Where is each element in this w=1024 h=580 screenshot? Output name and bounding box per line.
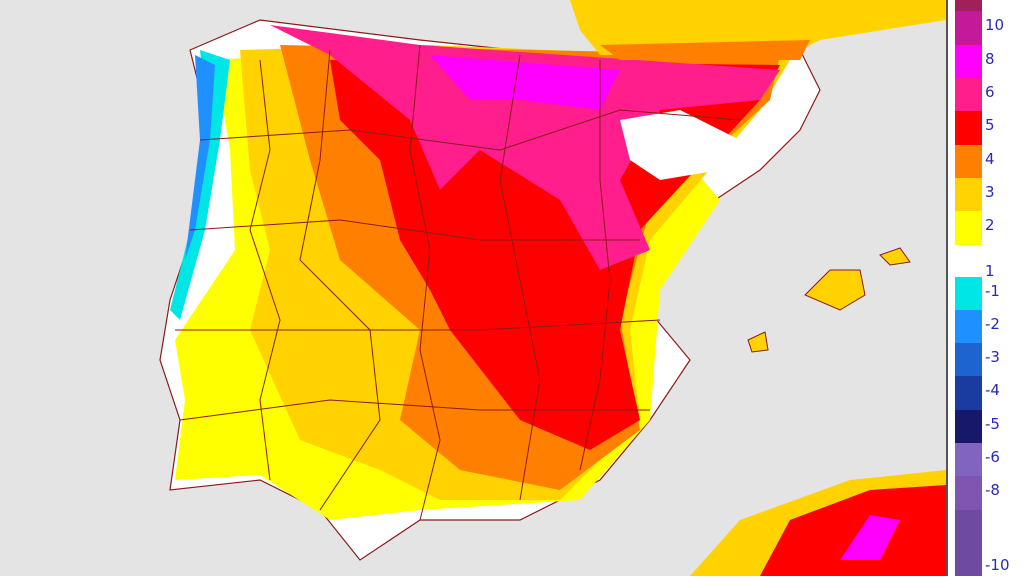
legend-label: 1 [985, 262, 995, 280]
legend-label: -2 [985, 315, 1000, 333]
legend-swatch [955, 0, 982, 11]
legend-swatch [955, 410, 982, 443]
legend-swatch [955, 277, 982, 310]
legend-swatch [955, 476, 982, 510]
legend-swatch [955, 178, 982, 211]
legend-swatch [955, 11, 982, 45]
legend-swatch [955, 376, 982, 410]
anomaly-map [0, 0, 948, 576]
legend-swatch [955, 443, 982, 476]
zone-magenta [430, 55, 620, 110]
zone-blue-coast [185, 55, 215, 260]
balearic-islands [747, 247, 911, 353]
legend-label: 8 [985, 50, 995, 68]
legend-swatch [955, 78, 982, 111]
legend-label: 4 [985, 150, 995, 168]
legend-label: -1 [985, 282, 1000, 300]
legend-label: -5 [985, 415, 1000, 433]
map-svg [159, 0, 946, 576]
legend-swatch [955, 111, 982, 145]
legend-label: -3 [985, 348, 1000, 366]
france-south [570, 0, 946, 60]
legend-label: 3 [985, 183, 995, 201]
legend-swatch [955, 343, 982, 376]
legend-label: -10 [985, 556, 1010, 574]
legend-label: 6 [985, 83, 995, 101]
legend-swatch [955, 510, 982, 576]
north-africa [690, 470, 946, 576]
legend-swatch [955, 145, 982, 178]
zone-white-ebro [620, 110, 740, 180]
province-borders [175, 44, 741, 521]
legend-label: 2 [985, 216, 995, 234]
legend-label: 5 [985, 116, 995, 134]
iberian-peninsula [159, 19, 821, 561]
legend-label: -8 [985, 481, 1000, 499]
legend-swatch [955, 245, 982, 277]
legend-label: -4 [985, 381, 1000, 399]
color-legend: 10 8 6 5 4 3 2 1 -1 -2 -3 -4 -5 -6 -8 -10 [948, 0, 1024, 576]
legend-swatch [955, 45, 982, 78]
legend-label: 10 [985, 16, 1005, 34]
legend-swatch [955, 211, 982, 245]
zone-pink [270, 25, 780, 270]
legend-label: -6 [985, 448, 1000, 466]
legend-swatch [955, 310, 982, 343]
